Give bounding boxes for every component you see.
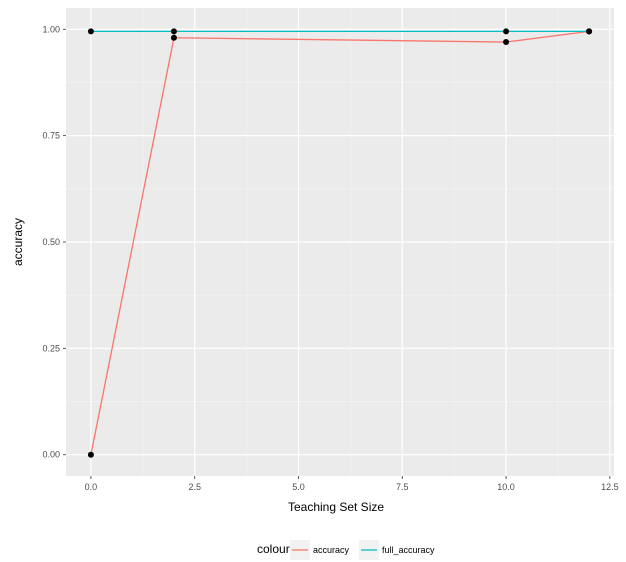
y-axis-title: accuracy	[11, 218, 25, 266]
y-tick-label: 0.25	[42, 343, 60, 353]
data-point-full_accuracy	[87, 28, 94, 35]
data-point-accuracy	[170, 34, 177, 41]
y-tick-label: 1.00	[42, 24, 60, 34]
y-tick-label: 0.75	[42, 131, 60, 141]
legend-label-accuracy: accuracy	[313, 545, 350, 555]
y-tick-label: 0.00	[42, 450, 60, 460]
series-points	[87, 28, 593, 458]
x-tick-label: 5.0	[292, 482, 305, 492]
y-tick-label: 0.50	[42, 237, 60, 247]
series-lines	[90, 30, 590, 455]
x-tick-label: 10.0	[497, 482, 515, 492]
legend-title: colour	[257, 542, 290, 556]
y-axis: 0.00 0.25 0.50 0.75 1.00	[42, 24, 66, 460]
x-tick-label: 7.5	[396, 482, 409, 492]
x-axis-title: Teaching Set Size	[288, 500, 384, 514]
x-tick-label: 0.0	[85, 482, 98, 492]
series-line-accuracy	[90, 30, 590, 455]
data-point-full_accuracy	[170, 28, 177, 35]
x-tick-label: 2.5	[188, 482, 201, 492]
data-point-accuracy	[87, 451, 94, 458]
data-point-full_accuracy	[586, 28, 593, 35]
legend-label-full_accuracy: full_accuracy	[382, 545, 435, 555]
x-tick-label: 12.5	[601, 482, 619, 492]
data-point-accuracy	[503, 39, 510, 46]
legend: colour accuracy full_accuracy	[257, 540, 435, 560]
legend-items: accuracy full_accuracy	[290, 540, 435, 560]
x-axis: 0.0 2.5 5.0 7.5 10.0 12.5	[85, 476, 619, 492]
grid-major	[66, 8, 614, 476]
data-point-full_accuracy	[503, 28, 510, 35]
